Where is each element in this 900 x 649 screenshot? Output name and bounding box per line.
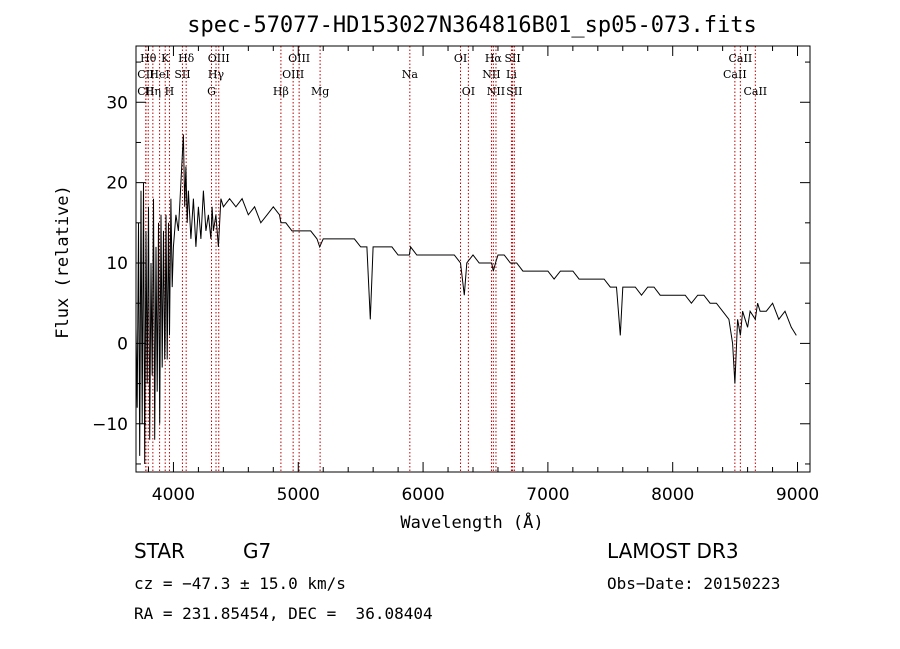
y-tick-label-1: 0 [117, 334, 128, 354]
line-label-25: CaII [729, 52, 753, 65]
line-label-3: K [161, 52, 170, 65]
line-label-9: OIII [208, 52, 230, 65]
line-label-26: CaII [723, 68, 747, 81]
plot-frame [135, 45, 811, 473]
x-tick-label-1: 5000 [277, 485, 320, 505]
line-label-1: CII [137, 68, 154, 81]
observation-date: Obs−Date: 20150223 [607, 574, 781, 593]
line-label-18: OI [462, 85, 475, 98]
line-label-6: H [165, 85, 175, 98]
redshift-info: cz = −47.3 ± 15.0 km/s [134, 574, 346, 593]
line-label-0: Hθ [140, 52, 157, 65]
x-tick-label-4: 8000 [651, 485, 694, 505]
x-axis-label: Wavelength (Å) [400, 511, 543, 533]
object-class: STAR [134, 539, 185, 563]
line-label-7: Hδ [178, 52, 195, 65]
y-axis-label: Flux (relative) [53, 185, 73, 339]
coordinates: RA = 231.85454, DEC = 36.08404 [134, 604, 433, 623]
x-axis-ticks: 4000 5000 6000 7000 8000 9000 [147, 46, 819, 505]
line-label-11: G [207, 85, 216, 98]
line-label-17: OI [454, 52, 467, 65]
emission-line-labels: Hθ CII CII K HeI Hη H Hδ SII OIII Hγ G OIII OIII Hβ Mg N… [137, 52, 767, 98]
x-tick-label-3: 7000 [526, 485, 569, 505]
line-label-22: SII [504, 52, 520, 65]
line-label-4: HeI [149, 68, 169, 81]
line-label-15: Mg [311, 85, 329, 98]
line-label-19: Hα [485, 52, 503, 65]
line-label-5: Hη [145, 85, 161, 98]
subclass: G7 [243, 539, 272, 563]
spectrum-line [135, 134, 797, 465]
line-label-20: NII [482, 68, 500, 81]
y-tick-label-0: −10 [92, 415, 128, 435]
emission-line-markers [145, 46, 756, 472]
survey-name: LAMOST DR3 [607, 539, 739, 563]
line-label-13: OIII [282, 68, 304, 81]
line-label-2: CII [137, 85, 154, 98]
y-tick-label-3: 20 [106, 174, 128, 194]
line-label-27: CaII [743, 85, 767, 98]
x-tick-label-0: 4000 [152, 485, 195, 505]
x-tick-label-2: 6000 [401, 485, 444, 505]
line-label-14: Hβ [273, 85, 289, 98]
y-tick-label-4: 30 [106, 93, 128, 113]
line-label-16: Na [402, 68, 419, 81]
chart-title: spec-57077-HD153027N364816B01_sp05-073.f… [187, 13, 757, 38]
line-label-12: OIII [288, 52, 310, 65]
line-label-24: SII [506, 85, 522, 98]
y-tick-label-2: 10 [106, 254, 128, 274]
line-label-10: Hγ [208, 68, 225, 81]
line-label-21: NII [487, 85, 505, 98]
line-label-8: SII [174, 68, 190, 81]
y-axis-ticks: −10 0 10 20 30 [92, 61, 810, 465]
x-tick-label-5: 9000 [776, 485, 819, 505]
line-label-23: Li [506, 68, 517, 81]
